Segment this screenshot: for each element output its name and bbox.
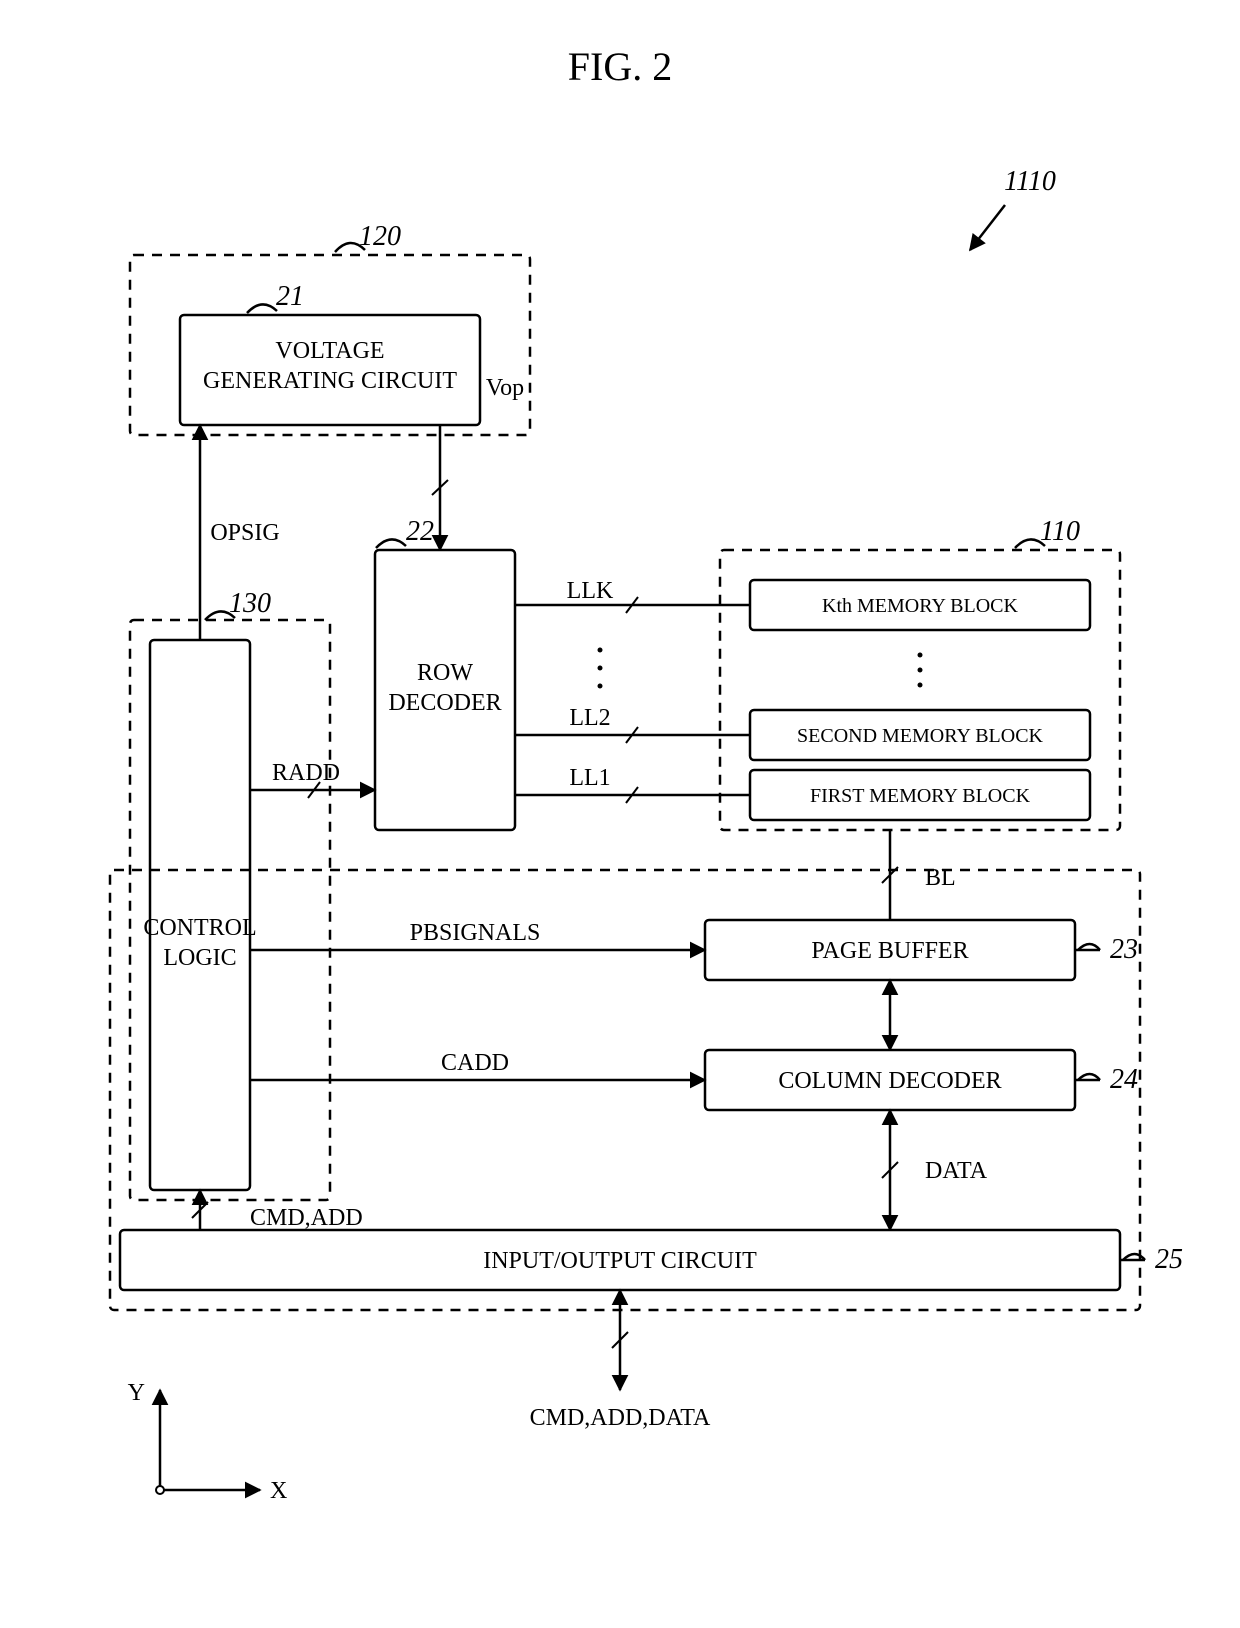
ref-overall: 1110: [1004, 166, 1056, 197]
mem-block-2-label: SECOND MEMORY BLOCK: [797, 725, 1044, 747]
ref-coldec: 24: [1110, 1064, 1138, 1095]
dot: [598, 684, 603, 689]
control-logic-label2: LOGIC: [163, 945, 236, 971]
ref-pagebuf: 23: [1110, 934, 1138, 965]
dot: [918, 653, 923, 658]
figure-title: FIG. 2: [568, 44, 672, 89]
signal-vop: Vop: [486, 375, 524, 401]
voltage-gen-label2: GENERATING CIRCUIT: [203, 368, 457, 394]
dot: [918, 668, 923, 673]
signal-data: DATA: [925, 1158, 988, 1184]
signal-cmdadd: CMD,ADD: [250, 1205, 363, 1231]
leader-22: [376, 539, 406, 548]
leader-overall: [970, 205, 1005, 250]
signal-ll2: LL2: [569, 705, 610, 731]
dot: [598, 648, 603, 653]
ref-memarray: 110: [1040, 516, 1080, 547]
ref-ctrl: 130: [229, 588, 271, 619]
page-buffer-label: PAGE BUFFER: [811, 938, 968, 964]
signal-cadd: CADD: [441, 1050, 509, 1076]
row-decoder-label1: ROW: [417, 660, 473, 686]
io-circuit-label: INPUT/OUTPUT CIRCUIT: [483, 1248, 757, 1274]
dot: [918, 683, 923, 688]
ref-voltgen: 21: [276, 281, 304, 312]
row-decoder-label2: DECODER: [388, 690, 501, 716]
axis-origin: [156, 1486, 164, 1494]
signal-llk: LLK: [567, 578, 614, 604]
column-decoder-label: COLUMN DECODER: [778, 1068, 1001, 1094]
signal-opsig: OPSIG: [210, 520, 279, 546]
mem-block-1-label: FIRST MEMORY BLOCK: [810, 785, 1031, 807]
signal-pbsignals: PBSIGNALS: [410, 920, 541, 946]
control-logic-label1: CONTROL: [143, 915, 256, 941]
ref-group120: 120: [359, 221, 401, 252]
leader-21: [247, 304, 277, 313]
signal-radd: RADD: [272, 760, 340, 786]
signal-ll1: LL1: [569, 765, 610, 791]
signal-cmdadddata: CMD,ADD,DATA: [530, 1405, 711, 1431]
signal-bl: BL: [925, 865, 956, 891]
axis-x-label: X: [270, 1478, 287, 1504]
ref-io: 25: [1155, 1244, 1183, 1275]
axis-y-label: Y: [128, 1380, 145, 1406]
voltage-gen-label1: VOLTAGE: [275, 338, 384, 364]
mem-block-k-label: Kth MEMORY BLOCK: [822, 595, 1019, 617]
ref-rowdec: 22: [406, 516, 434, 547]
dot: [598, 666, 603, 671]
